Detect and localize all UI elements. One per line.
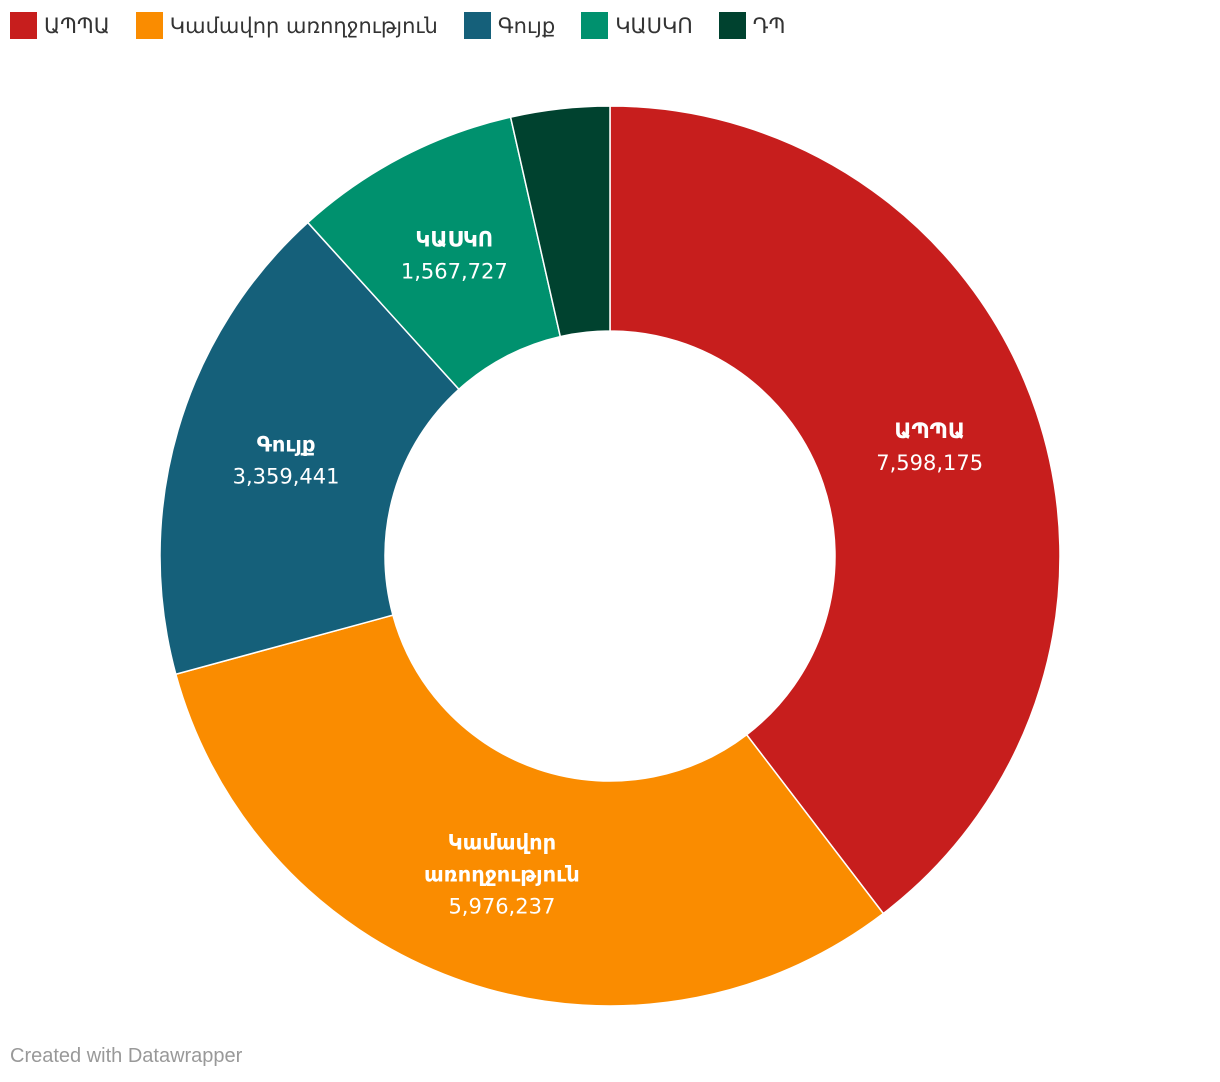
legend-item-property: Գույք xyxy=(463,12,556,39)
donut-slice-labels: ԱՊՊԱ 7,598,175 Կամավոր առողջություն 5,976,23… xyxy=(233,228,984,919)
slice-value-label-appa: 7,598,175 xyxy=(876,451,983,475)
slice-appa xyxy=(609,105,1061,915)
slice-value-label-voluntary-health: 5,976,237 xyxy=(448,895,555,919)
slice-name-label-voluntary-health: առողջություն xyxy=(424,863,580,887)
legend-swatch-dp xyxy=(718,12,746,39)
legend: ԱՊՊԱ Կամավոր առողջություն Գույք ԿԱՍԿՈ ԴՊ xyxy=(10,12,785,39)
legend-item-voluntary-health: Կամավոր առողջություն xyxy=(135,12,438,39)
legend-label-appa: ԱՊՊԱ xyxy=(44,13,110,38)
legend-swatch-kasko xyxy=(581,12,609,39)
legend-swatch-appa xyxy=(10,12,37,39)
slice-name-label-voluntary-health: Կամավոր xyxy=(448,831,556,855)
legend-label-property: Գույք xyxy=(497,13,556,38)
slice-voluntary-health xyxy=(174,614,885,1007)
legend-item-kasko: ԿԱՍԿՈ xyxy=(581,12,693,39)
slice-value-label-property: 3,359,441 xyxy=(233,464,340,488)
slice-name-label-property: Գույք xyxy=(257,432,316,456)
legend-label-voluntary-health: Կամավոր առողջություն xyxy=(169,13,438,38)
slice-dp xyxy=(509,105,611,338)
slice-name-label-kasko: ԿԱՍԿՈ xyxy=(415,228,493,252)
legend-swatch-voluntary-health xyxy=(135,12,163,39)
slice-value-label-kasko: 1,567,727 xyxy=(401,260,508,284)
legend-label-dp: ԴՊ xyxy=(752,13,786,38)
slice-name-label-appa: ԱՊՊԱ xyxy=(894,419,965,443)
legend-item-dp: ԴՊ xyxy=(718,12,786,39)
slice-property xyxy=(159,221,460,676)
donut-slices xyxy=(159,105,1061,1007)
legend-label-kasko: ԿԱՍԿՈ xyxy=(615,13,693,38)
legend-item-appa: ԱՊՊԱ xyxy=(10,12,110,39)
credit-text: Created with Datawrapper xyxy=(10,1045,243,1067)
legend-swatch-property xyxy=(463,12,491,39)
